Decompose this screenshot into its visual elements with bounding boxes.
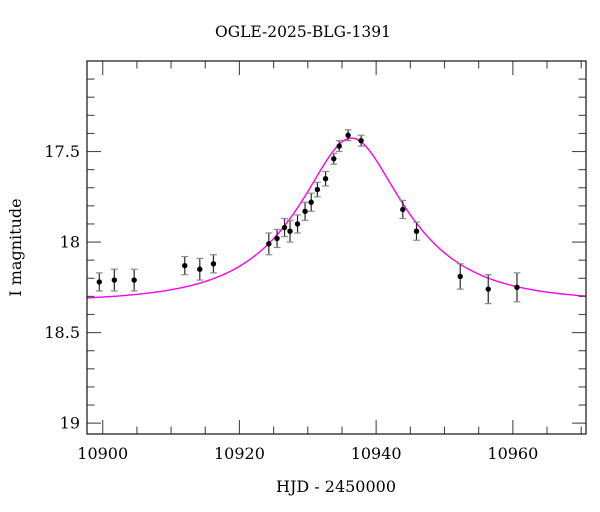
data-point: [182, 262, 188, 269]
data-point: [336, 143, 342, 149]
data-point: [287, 228, 293, 234]
data-point: [281, 224, 288, 231]
data-points-group: [95, 129, 521, 305]
data-point: [322, 175, 329, 182]
y-tick-label: 18.5: [44, 323, 80, 342]
data-point: [131, 277, 137, 283]
data-point: [314, 186, 321, 193]
x-tick-label: 10940: [351, 444, 402, 463]
data-point: [111, 277, 118, 283]
data-point: [457, 273, 463, 280]
data-point: [197, 266, 203, 272]
data-point: [96, 279, 103, 285]
x-tick-label: 10920: [214, 444, 265, 463]
plot-title: OGLE-2025-BLG-1391: [215, 23, 391, 41]
data-point: [358, 137, 364, 144]
model-curve: [86, 137, 587, 299]
data-point: [400, 206, 406, 213]
axis-ticks-group: [87, 61, 586, 434]
x-axis-label: HJD - 2450000: [276, 477, 396, 496]
data-point: [345, 132, 351, 138]
y-axis-label: I magnitude: [6, 198, 25, 296]
data-point: [485, 286, 491, 292]
data-point: [210, 261, 217, 267]
data-point: [413, 228, 420, 234]
data-point: [294, 221, 301, 227]
data-point: [266, 241, 272, 247]
model-curve-group: [86, 137, 587, 299]
data-point: [514, 284, 520, 291]
tick-labels-group: 10900 10920 10940 10960 17.5 18 18.5 19: [44, 142, 538, 463]
x-tick-label: 10900: [77, 444, 128, 463]
plot-frame-group: [86, 60, 587, 435]
data-point: [274, 235, 280, 242]
y-tick-label: 18: [60, 233, 80, 252]
plot-frame: [86, 60, 587, 435]
y-tick-label: 19: [60, 414, 80, 433]
y-tick-label: 17.5: [44, 142, 80, 161]
data-point: [308, 199, 314, 205]
data-point: [331, 156, 337, 162]
x-tick-label: 10960: [487, 444, 538, 463]
data-point: [302, 208, 308, 214]
